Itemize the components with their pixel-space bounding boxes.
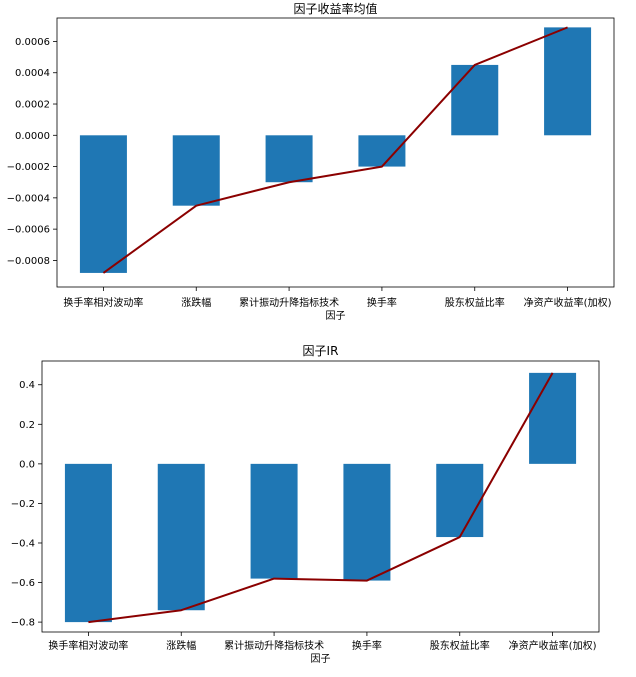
x-axis-label: 因子 [311,653,331,665]
y-tick-label-0: −0.8 [11,618,35,629]
plot-frame [41,360,600,633]
y-tick-label-2: −0.0004 [7,193,50,204]
bar-0 [79,135,127,273]
bar-5 [544,27,592,136]
y-tick-label-2: −0.4 [11,538,35,549]
chart-title: 因子IR [303,344,339,358]
x-tick-label-3: 换手率 [367,296,397,309]
y-tick-label-5: 0.2 [19,420,35,431]
bar-3 [343,463,391,581]
bar-4 [451,64,499,136]
overlay-line [102,26,568,274]
plot-frame [56,17,615,288]
y-tick-label-1: −0.0006 [7,225,50,236]
bar-2 [250,463,298,579]
x-tick-label-5: 净资产收益率(加权) [509,639,597,652]
bar-3 [358,135,406,167]
x-tick-label-4: 股东权益比率 [445,296,505,309]
y-tick-label-1: −0.6 [11,578,35,589]
bar-4 [436,463,484,538]
x-tick-label-4: 股东权益比率 [430,639,490,652]
bar-0 [64,463,112,623]
bar-1 [172,135,220,206]
bar-5 [529,372,577,464]
y-tick-label-5: 0.0002 [15,100,50,111]
chart-title: 因子收益率均值 [293,1,377,16]
y-tick-label-6: 0.4 [19,380,35,391]
x-tick-label-2: 累计振动升降指标技术 [239,296,339,309]
y-tick-label-7: 0.0006 [15,37,50,48]
x-tick-label-3: 换手率 [352,639,382,652]
y-tick-label-4: 0.0000 [15,131,50,142]
y-tick-label-6: 0.0004 [15,68,50,79]
y-tick-label-3: −0.2 [11,499,35,510]
x-tick-label-1: 涨跌幅 [181,296,211,309]
factor-ir-chart: 因子IR −0.8 −0.6 −0.4 −0.2 0.0 0.2 0.4 换手率相对波动率 涨跌幅… [11,344,600,665]
y-tick-label-3: −0.0002 [7,162,50,173]
factor-return-mean-chart: 因子收益率均值 −0.0008 −0.0006 −0.0004 −0.0002 0.000… [7,1,615,322]
x-tick-label-1: 涨跌幅 [166,639,196,652]
overlay-line [88,372,554,624]
y-tick-label-0: −0.0008 [7,256,50,267]
x-axis-label: 因子 [326,310,346,322]
x-tick-label-2: 累计振动升降指标技术 [224,639,324,652]
x-tick-label-0: 换手率相对波动率 [63,296,143,309]
y-tick-label-4: 0.0 [19,459,35,470]
bar-1 [157,463,205,611]
x-tick-label-5: 净资产收益率(加权) [524,296,612,309]
bar-2 [265,135,313,183]
x-tick-label-0: 换手率相对波动率 [48,639,128,652]
